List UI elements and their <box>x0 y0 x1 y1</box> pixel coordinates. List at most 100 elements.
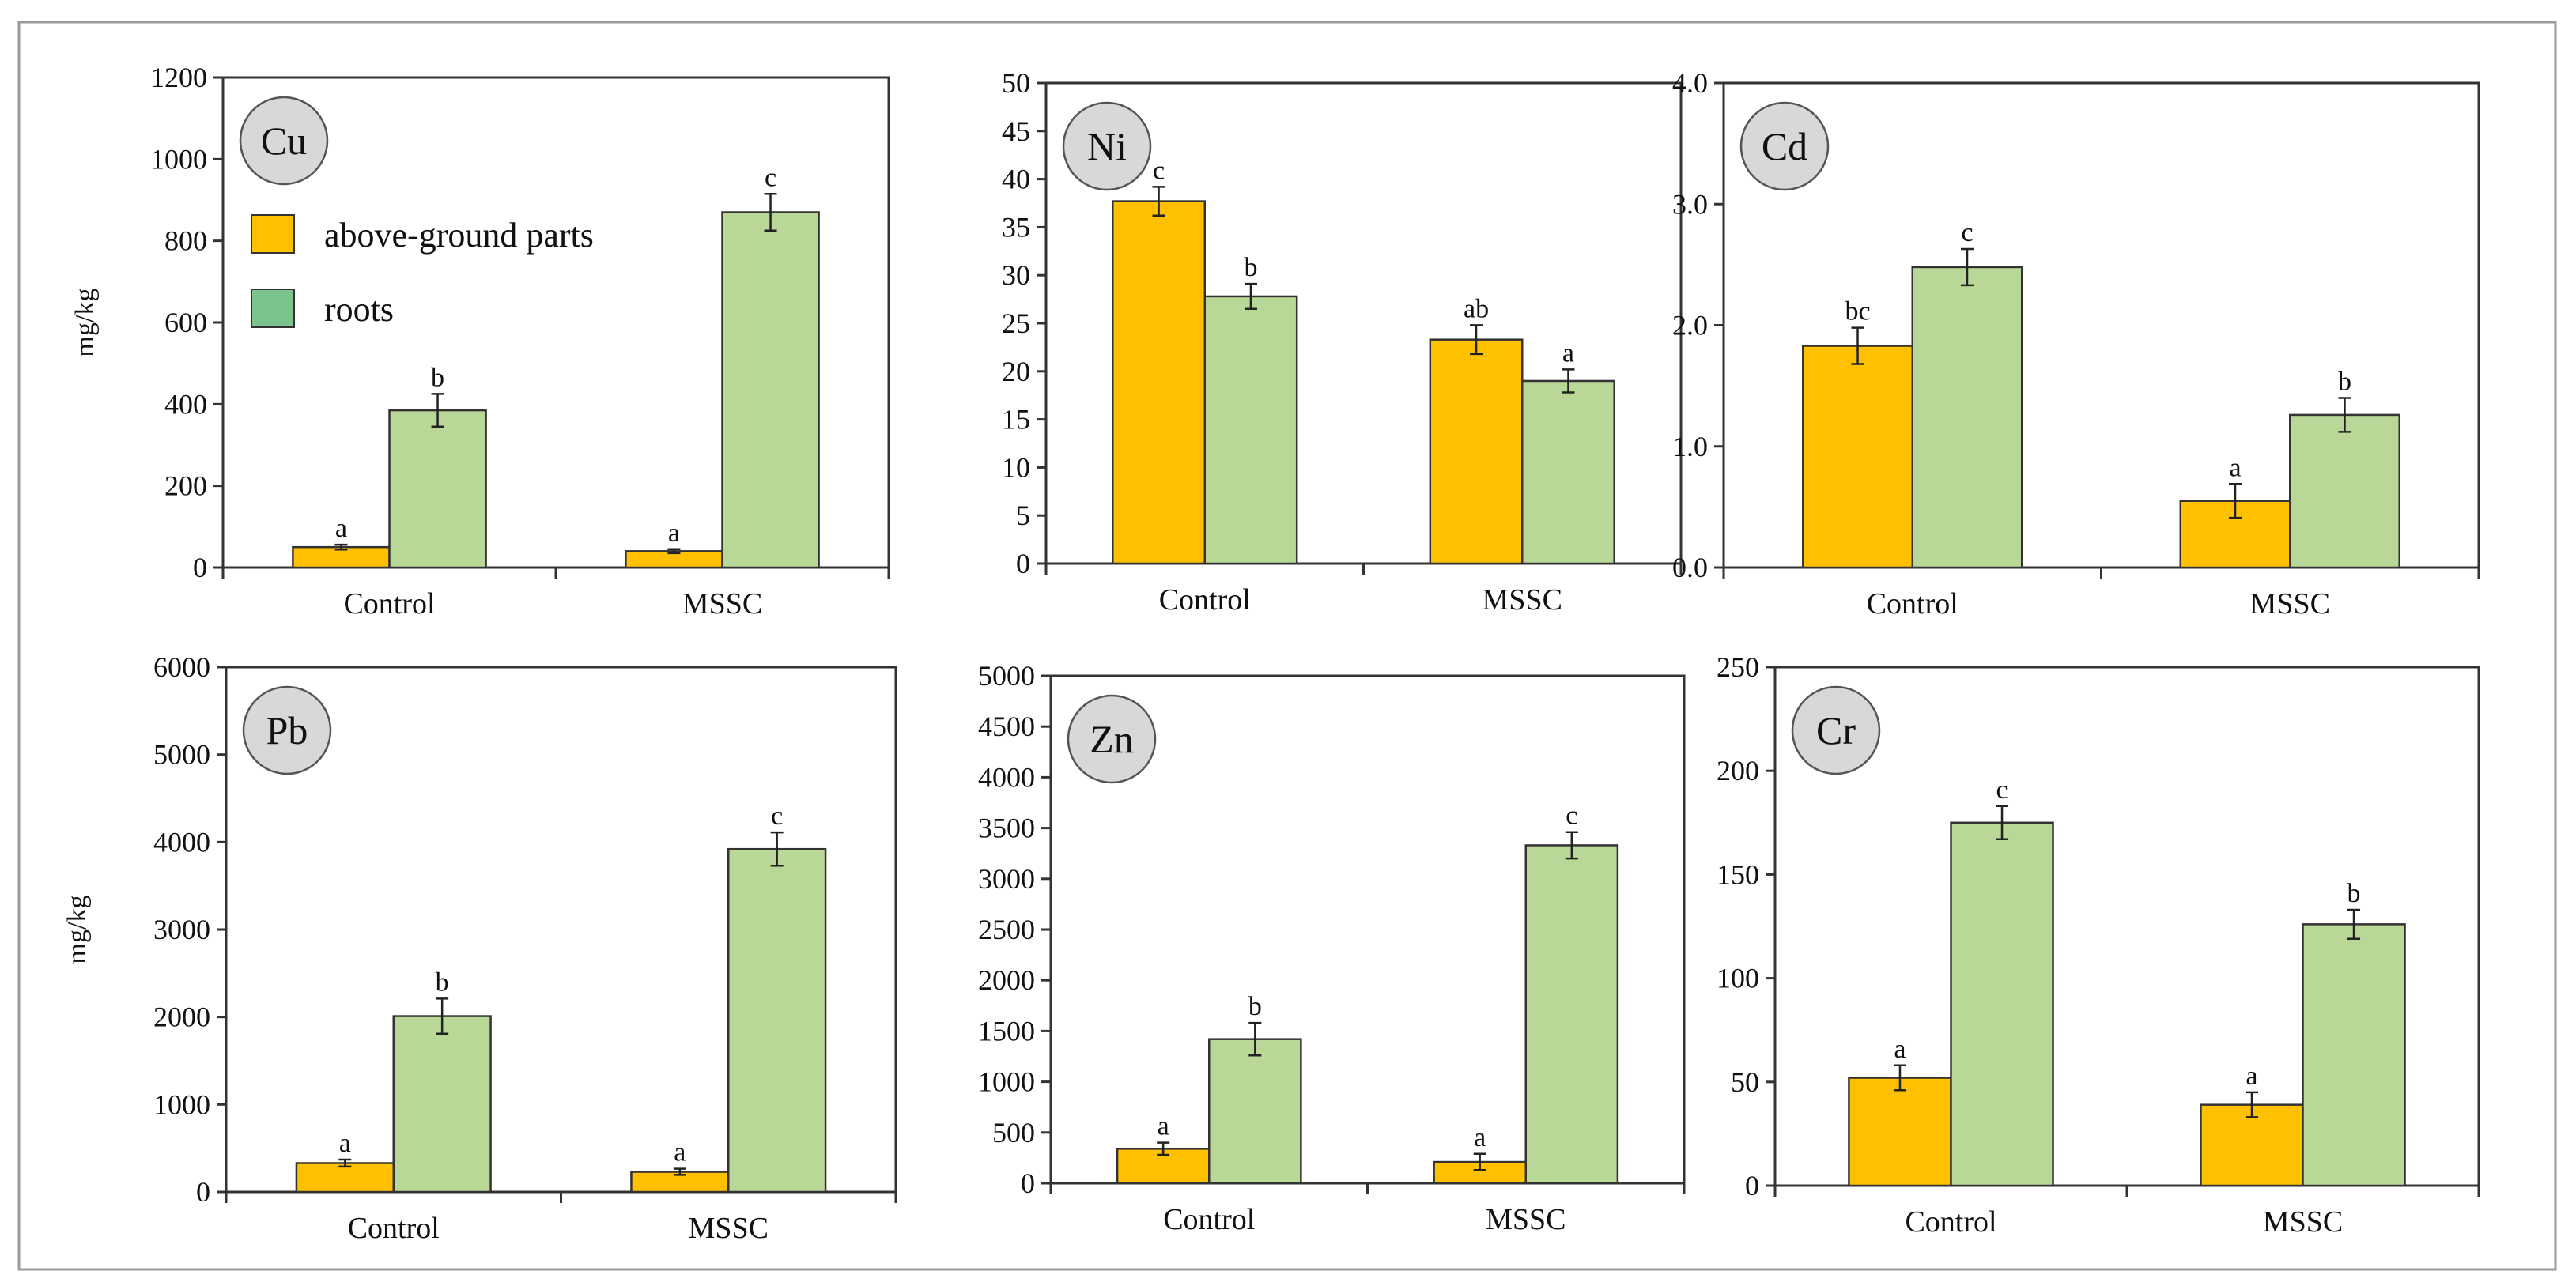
cr-significance-letter: c <box>1996 775 2008 805</box>
zn-y-tick-label: 4000 <box>978 761 1035 793</box>
ni-y-tick-label: 45 <box>1002 115 1030 147</box>
zn-y-tick-label: 3000 <box>978 863 1035 895</box>
zn-y-tick-label: 4500 <box>978 711 1035 742</box>
pb-significance-letter: b <box>436 967 449 997</box>
cd-bar-control-above-ground <box>1802 345 1913 569</box>
ni-element-badge <box>1062 101 1152 191</box>
cr-x-category-label: Control <box>1905 1205 1996 1239</box>
cu-y-tick-label: 600 <box>164 307 207 338</box>
zn-y-tick-label: 500 <box>992 1117 1035 1148</box>
cd-element-badge <box>1739 101 1830 191</box>
cr-y-tick-label: 250 <box>1717 651 1759 683</box>
cr-y-tick-label: 0 <box>1745 1170 1759 1201</box>
cu-y-tick-label: 0 <box>193 552 207 583</box>
ni-y-tick-label: 10 <box>1002 451 1030 483</box>
ni-bar-control-roots <box>1203 295 1298 565</box>
cd-y-tick-label: 0.0 <box>1672 552 1708 583</box>
cu-y-tick-label: 400 <box>164 388 207 420</box>
cd-significance-letter: b <box>2338 367 2351 396</box>
pb-bar-control-roots <box>392 1015 492 1194</box>
cr-y-tick-label: 50 <box>1731 1066 1759 1098</box>
zn-y-tick-label: 2500 <box>978 914 1035 945</box>
ni-y-tick-label: 40 <box>1002 164 1030 195</box>
ni-y-tick-label: 15 <box>1002 404 1030 436</box>
cr-x-category-label: MSSC <box>2263 1205 2343 1239</box>
chart-panel-ni: 0 5 10 15 20 25 30 35 40 45 50 Control c b MSSC ab a Ni <box>1002 67 1683 617</box>
cd-significance-letter: c <box>1961 218 1973 247</box>
chart-panel-zn: 0 500 1000 1500 2000 2500 3000 3500 4000 4500 5000… <box>978 660 1686 1236</box>
cr-y-tick-label: 100 <box>1717 963 1759 994</box>
ni-y-tick-label: 50 <box>1002 67 1030 99</box>
chart-panel-cu: 0 200 400 600 800 1000 1200 mg/kg Control a b MSSC a… <box>70 62 890 620</box>
pb-bar-control-above-ground <box>295 1162 395 1194</box>
cr-bar-control-above-ground <box>1848 1077 1952 1187</box>
ni-significance-letter: c <box>1153 156 1165 185</box>
legend-swatch-above-ground <box>251 214 295 254</box>
cu-bar-mssc-roots <box>721 211 820 569</box>
ni-element-label: Ni <box>1087 124 1127 168</box>
ni-y-tick-label: 35 <box>1002 211 1030 243</box>
cd-y-tick-label: 2.0 <box>1672 310 1708 341</box>
zn-y-tick-label: 0 <box>1021 1167 1035 1199</box>
pb-y-tick-label: 0 <box>196 1176 210 1208</box>
pb-y-tick-label: 5000 <box>153 739 210 771</box>
zn-element-label: Zn <box>1090 717 1134 761</box>
cd-bar-control-roots <box>1911 266 2023 569</box>
ni-x-category-label: Control <box>1159 583 1251 617</box>
cu-bar-control-roots <box>388 409 487 569</box>
legend-swatch-roots <box>251 289 295 328</box>
cu-x-category-label: MSSC <box>682 587 762 620</box>
zn-significance-letter: a <box>1158 1112 1169 1141</box>
ni-significance-letter: ab <box>1464 294 1489 323</box>
pb-significance-letter: a <box>674 1138 686 1167</box>
cu-significance-letter: b <box>431 363 444 392</box>
ni-bar-control-above-ground <box>1112 200 1206 565</box>
chart-panel-cr: 0 50 100 150 200 250 Control a c MSSC a b Cr <box>1717 651 2480 1239</box>
zn-y-tick-label: 1000 <box>978 1066 1035 1098</box>
cr-element-badge <box>1791 685 1881 775</box>
cr-significance-letter: b <box>2347 879 2361 908</box>
ni-bar-mssc-roots <box>1521 379 1615 565</box>
ni-significance-letter: b <box>1244 253 1257 282</box>
legend-label-above-ground: above-ground parts <box>324 216 594 255</box>
pb-significance-letter: c <box>771 801 783 831</box>
cr-bar-mssc-roots <box>2302 923 2406 1187</box>
cu-y-tick-label: 1000 <box>150 143 207 175</box>
cd-significance-letter: a <box>2229 453 2241 482</box>
cu-significance-letter: a <box>335 514 347 543</box>
chart-panel-cd: 0.0 1.0 2.0 3.0 4.0 Control bc c MSSC a b Cd <box>1672 67 2480 620</box>
zn-significance-letter: a <box>1474 1123 1486 1152</box>
ni-y-tick-label: 20 <box>1002 356 1030 387</box>
zn-y-tick-label: 1500 <box>978 1015 1035 1047</box>
cr-significance-letter: a <box>1894 1035 1906 1064</box>
ni-y-tick-label: 25 <box>1002 307 1030 339</box>
legend-label-roots: roots <box>324 290 394 329</box>
cd-element-label: Cd <box>1762 124 1807 168</box>
cu-significance-letter: a <box>668 519 680 548</box>
zn-bar-mssc-roots <box>1524 844 1619 1185</box>
cd-significance-letter: bc <box>1845 297 1870 326</box>
zn-bar-control-roots <box>1208 1038 1302 1185</box>
cu-y-tick-label: 1200 <box>150 62 207 93</box>
cr-bar-mssc-above-ground <box>2200 1103 2304 1187</box>
zn-significance-letter: c <box>1566 801 1577 831</box>
cd-bar-mssc-roots <box>2289 413 2400 569</box>
zn-x-category-label: Control <box>1163 1203 1255 1236</box>
zn-y-tick-label: 5000 <box>978 660 1035 692</box>
cu-significance-letter: c <box>765 163 776 192</box>
cu-element-label: Cu <box>261 119 307 163</box>
pb-y-tick-label: 1000 <box>153 1088 210 1120</box>
zn-y-tick-label: 2000 <box>978 964 1035 996</box>
zn-significance-letter: b <box>1248 992 1262 1021</box>
pb-y-axis-label: mg/kg <box>62 896 92 964</box>
cd-y-tick-label: 4.0 <box>1672 67 1708 99</box>
pb-y-tick-label: 2000 <box>153 1001 210 1033</box>
cu-x-category-label: Control <box>343 587 435 620</box>
ni-y-tick-label: 5 <box>1016 500 1030 531</box>
chart-panel-pb: 0 1000 2000 3000 4000 5000 6000 mg/kg Control a b M… <box>62 651 897 1245</box>
cr-significance-letter: a <box>2246 1062 2257 1091</box>
pb-significance-letter: a <box>339 1129 351 1158</box>
pb-y-tick-label: 3000 <box>153 914 210 945</box>
cu-element-badge <box>239 96 329 186</box>
pb-x-category-label: MSSC <box>689 1212 769 1245</box>
